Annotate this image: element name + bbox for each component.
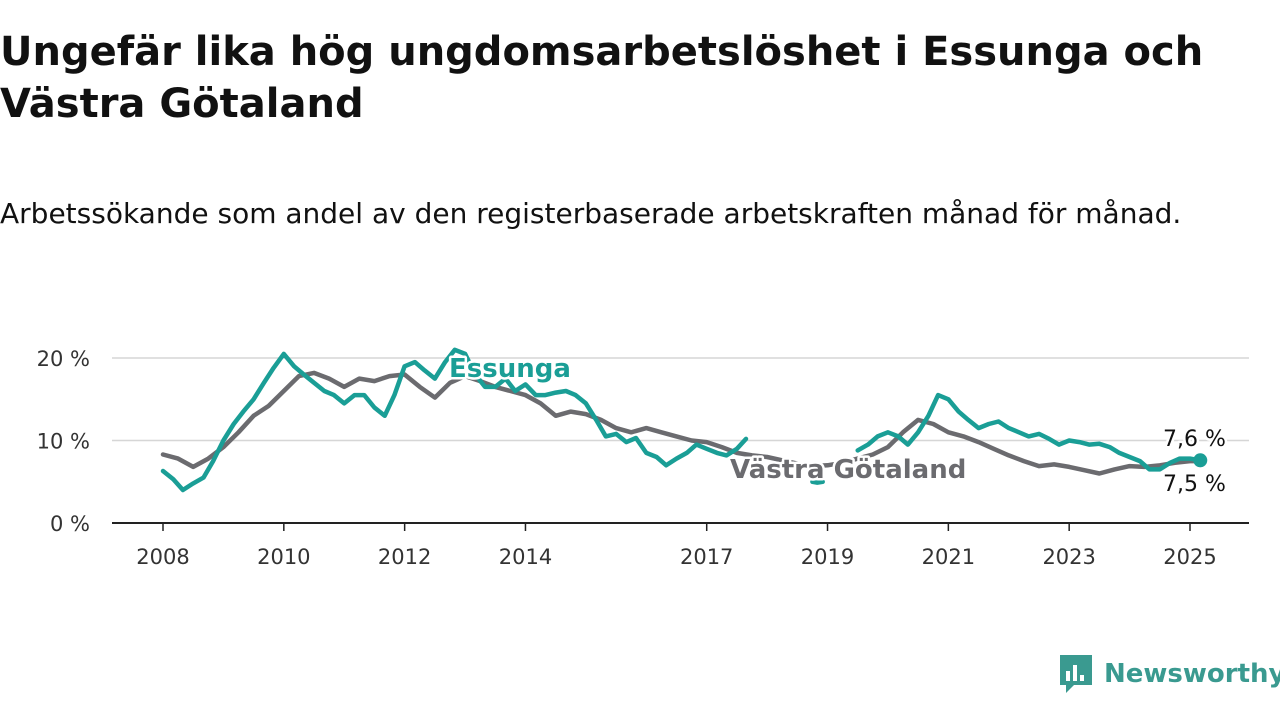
series-line-essunga (855, 392, 1203, 472)
chart-subtitle: Arbetssökande som andel av den registerb… (0, 197, 1182, 230)
x-tick-label: 2014 (499, 545, 552, 569)
end-point-essunga (1193, 453, 1208, 468)
x-tick-label: 2025 (1163, 545, 1216, 569)
x-tick-label: 2012 (378, 545, 431, 569)
chart-title: Ungefär lika hög ungdomsarbetslöshet i E… (0, 29, 1204, 127)
x-tick-label: 2008 (136, 545, 189, 569)
series-lines (160, 347, 1208, 493)
y-tick-label: 0 % (50, 512, 90, 536)
x-tick-label: 2021 (922, 545, 975, 569)
series-line-essunga (810, 479, 825, 485)
brand-name: Newsworthy (1104, 659, 1280, 689)
series-label-essunga: Essunga (449, 354, 571, 384)
end-value-label-vastra-gotaland: 7,5 % (1163, 472, 1226, 497)
end-value-label-essunga: 7,6 % (1163, 427, 1226, 452)
y-gridlines (112, 357, 1249, 442)
x-tick-label: 2019 (801, 545, 854, 569)
x-axis-ticks: 2008 2010 2012 2014 2017 2019 2021 2023 2025 (136, 523, 1217, 569)
x-tick-label: 2017 (680, 545, 733, 569)
newsworthy-logo: Newsworthy (1058, 653, 1280, 695)
y-tick-label: 10 % (37, 430, 90, 454)
bar-chart-speech-bubble-icon (1060, 655, 1092, 693)
series-line-essunga (160, 347, 749, 493)
x-tick-label: 2023 (1042, 545, 1095, 569)
y-tick-label: 20 % (37, 347, 90, 371)
y-axis-labels: 0 % 10 % 20 % (37, 347, 90, 536)
series-labels: Essunga Västra Götaland 7,6 % 7,5 % (447, 352, 1229, 500)
x-tick-label: 2010 (257, 545, 310, 569)
series-line-vastra-gotaland (160, 370, 1203, 476)
series-label-vastra-gotaland: Västra Götaland (730, 455, 966, 485)
